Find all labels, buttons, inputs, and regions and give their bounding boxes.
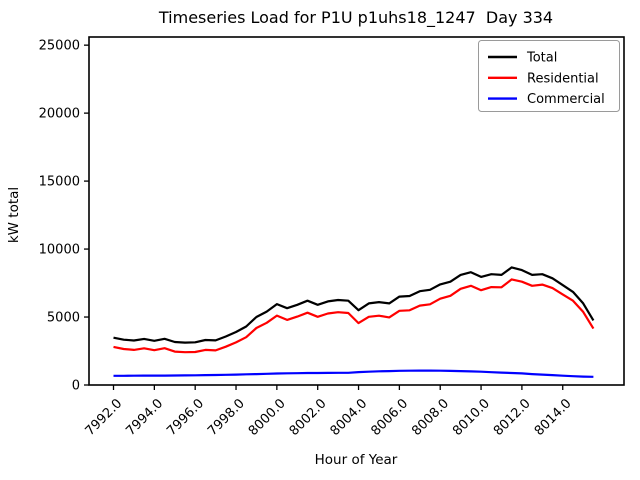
axes-frame xyxy=(88,36,625,386)
legend: Total Residential Commercial xyxy=(478,40,620,112)
plot-area: 7992.07994.07996.07998.08000.08002.08004… xyxy=(39,36,625,439)
x-tick-label: 8006.0 xyxy=(368,396,411,439)
x-tick-label: 7996.0 xyxy=(164,396,207,439)
y-axis-label: kW total xyxy=(6,187,22,243)
series-line-residential xyxy=(113,278,595,354)
x-tick-label: 8008.0 xyxy=(409,396,452,439)
x-tick-label: 7994.0 xyxy=(123,396,166,439)
legend-label-residential: Residential xyxy=(527,71,599,86)
y-tick-label: 0 xyxy=(72,379,80,394)
y-tick-label: 15000 xyxy=(39,175,80,190)
y-tick-label: 10000 xyxy=(39,243,80,258)
y-tick-label: 20000 xyxy=(39,107,80,122)
x-tick-label: 8010.0 xyxy=(450,396,493,439)
legend-frame xyxy=(478,40,620,112)
x-tick-label: 7992.0 xyxy=(83,396,126,439)
x-tick-label: 8000.0 xyxy=(246,396,289,439)
legend-label-commercial: Commercial xyxy=(527,92,605,107)
x-tick-label: 8002.0 xyxy=(287,396,330,439)
x-axis-label: Hour of Year xyxy=(315,452,398,468)
x-tick-label: 8012.0 xyxy=(491,396,534,439)
legend-label-total: Total xyxy=(526,51,557,66)
x-tick-label: 7998.0 xyxy=(205,396,248,439)
y-tick-label: 5000 xyxy=(47,311,80,326)
chart-title: Timeseries Load for P1U p1uhs18_1247 Day… xyxy=(158,8,553,28)
y-tick-label: 25000 xyxy=(39,39,80,54)
x-tick-label: 8004.0 xyxy=(328,396,371,439)
series-line-commercial xyxy=(113,369,594,378)
x-tick-label: 8014.0 xyxy=(532,396,575,439)
series-line-total xyxy=(113,266,595,344)
